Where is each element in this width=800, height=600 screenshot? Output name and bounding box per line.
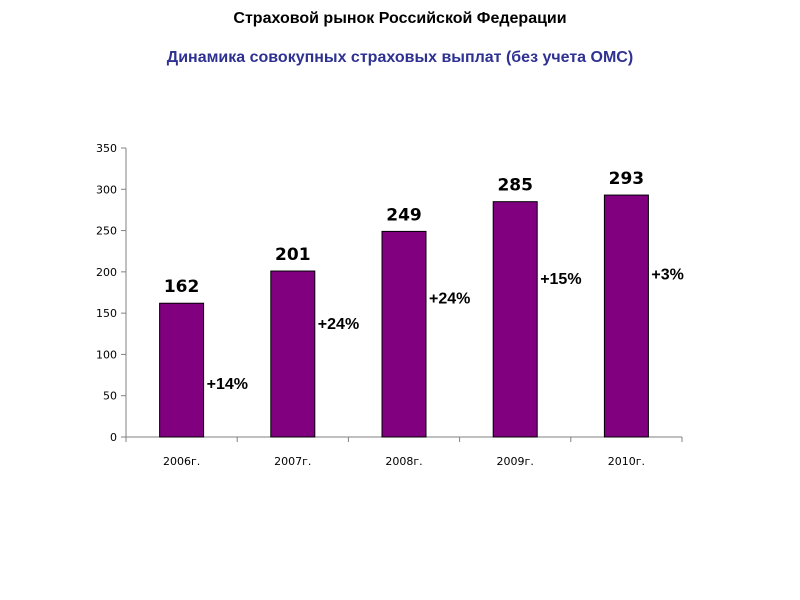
bar — [603, 194, 649, 438]
x-tick-label: 2010г. — [608, 455, 645, 468]
x-tick-label: 2006г. — [163, 455, 200, 468]
y-tick-label: 300 — [96, 183, 117, 196]
growth-label: +15% — [540, 271, 581, 288]
y-tick-label: 200 — [96, 266, 117, 279]
bar — [159, 302, 205, 438]
data-label: 285 — [497, 176, 533, 196]
bars — [159, 194, 649, 438]
value-labels: 162 201 249 285 293 — [164, 169, 644, 297]
growth-label: +14% — [207, 376, 248, 393]
data-label: 201 — [275, 245, 311, 265]
chart-subtitle: Динамика совокупных страховых выплат (бе… — [166, 49, 634, 66]
y-tick-label: 0 — [110, 431, 117, 444]
y-tick-label: 350 — [96, 142, 117, 155]
x-tick-label: 2009г. — [497, 455, 534, 468]
bar — [492, 201, 538, 438]
growth-label: +3% — [651, 267, 683, 284]
growth-label: +24% — [318, 316, 359, 333]
data-label: 162 — [164, 277, 200, 297]
bar — [270, 270, 316, 438]
growth-labels: +14% +24% +24% +15% +3% — [207, 267, 684, 393]
bar — [381, 230, 427, 438]
growth-label: +24% — [429, 290, 470, 307]
page-title: Страховой рынок Российской Федерации — [233, 10, 567, 27]
x-axis: 2006г. 2007г. 2008г. 2009г. 2010г. — [125, 436, 683, 468]
data-label: 293 — [609, 169, 645, 189]
data-label: 249 — [386, 205, 422, 225]
x-tick-label: 2008г. — [385, 455, 422, 468]
y-axis: 0 50 100 150 200 250 300 350 — [96, 142, 127, 444]
y-tick-label: 250 — [96, 225, 117, 238]
y-tick-label: 100 — [96, 348, 117, 361]
y-tick-label: 150 — [96, 307, 117, 320]
y-tick-label: 50 — [103, 390, 117, 403]
x-tick-label: 2007г. — [274, 455, 311, 468]
